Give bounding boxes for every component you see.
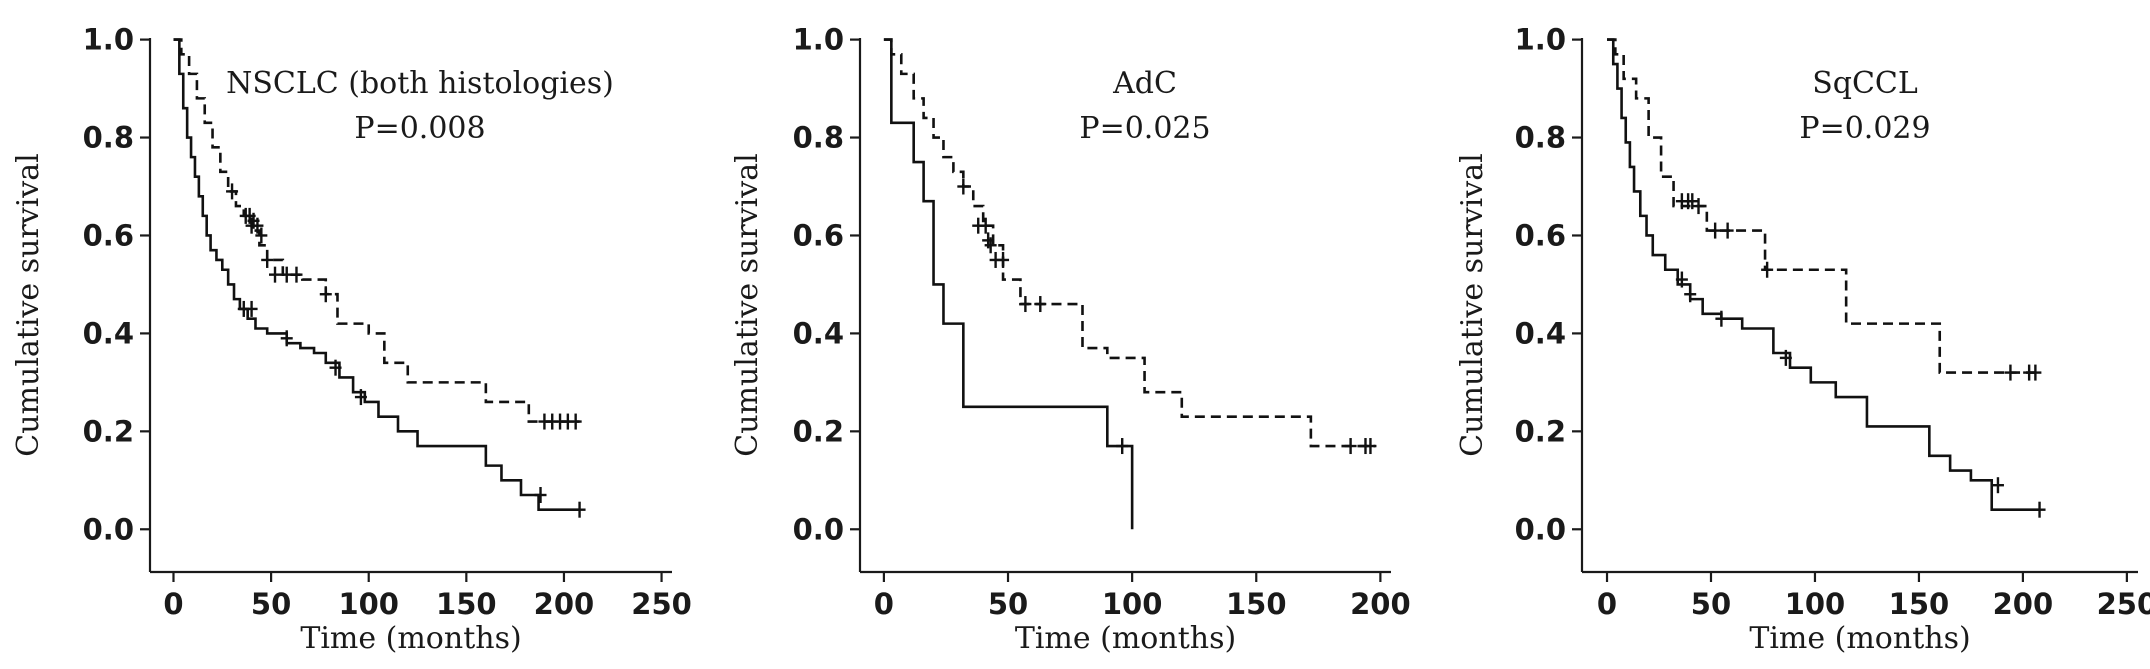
- y-tick-label: 0.0: [83, 512, 134, 546]
- y-tick-label: 0.2: [83, 414, 134, 448]
- survival-curve-solid: [883, 38, 1134, 530]
- y-tick-label: 0.4: [793, 316, 844, 350]
- p-value-label: P=0.025: [1079, 111, 1210, 146]
- y-axis-title: Cumulative survival: [11, 153, 46, 456]
- y-tick-label: 1.0: [1515, 23, 1566, 57]
- survival-curve-solid: [173, 38, 580, 511]
- survival-curve-dashed: [883, 38, 1376, 448]
- survival-curve-solid: [1607, 38, 2040, 511]
- panel-adc: 0.0 0.2 0.4 0.6 0.8 1.0 0 50 100 150 200 Time (mont…: [730, 23, 1411, 656]
- y-axis-title: Cumulative survival: [1455, 153, 1490, 456]
- subgroup-label: SqCCL: [1812, 66, 1918, 101]
- x-tick-label: 0: [1597, 587, 1617, 621]
- y-tick-label: 0.8: [793, 121, 844, 155]
- x-tick-label: 100: [338, 587, 399, 621]
- x-axis-title: Time (months): [1749, 621, 1970, 656]
- y-tick-label: 0.0: [1515, 512, 1566, 546]
- y-tick-label: 1.0: [83, 23, 134, 57]
- panel-nsclc: 0.0 0.2 0.4 0.6 0.8 1.0 0 50 100 150 200 250 Time (m…: [11, 23, 692, 656]
- x-tick-label: 50: [1691, 587, 1731, 621]
- x-tick-label: 250: [2097, 587, 2150, 621]
- p-value-label: P=0.029: [1799, 111, 1930, 146]
- y-tick-label: 0.8: [83, 121, 134, 155]
- subgroup-label: AdC: [1112, 66, 1177, 101]
- y-tick-label: 0.6: [1515, 218, 1566, 252]
- x-tick-label: 0: [163, 587, 183, 621]
- x-tick-label: 50: [988, 587, 1028, 621]
- x-tick-label: 150: [1226, 587, 1287, 621]
- p-value-label: P=0.008: [354, 111, 485, 146]
- x-tick-label: 200: [1993, 587, 2054, 621]
- x-tick-label: 100: [1102, 587, 1163, 621]
- x-tick-label: 100: [1785, 587, 1846, 621]
- y-tick-label: 0.2: [1515, 414, 1566, 448]
- subgroup-label: NSCLC (both histologies): [226, 66, 614, 101]
- y-tick-label: 0.2: [793, 414, 844, 448]
- y-tick-label: 0.4: [83, 316, 134, 350]
- x-tick-label: 250: [631, 587, 692, 621]
- x-tick-label: 50: [251, 587, 291, 621]
- x-tick-label: 200: [534, 587, 595, 621]
- x-tick-label: 200: [1350, 587, 1411, 621]
- y-axis-title: Cumulative survival: [730, 153, 765, 456]
- x-axis-title: Time (months): [300, 621, 521, 656]
- x-axis-title: Time (months): [1015, 621, 1236, 656]
- x-tick-label: 150: [1889, 587, 1950, 621]
- survival-curve-dashed: [1607, 38, 2040, 374]
- y-tick-label: 0.8: [1515, 121, 1566, 155]
- y-tick-label: 0.0: [793, 512, 844, 546]
- y-tick-label: 0.6: [793, 218, 844, 252]
- y-tick-label: 0.4: [1515, 316, 1566, 350]
- survival-curve-dashed: [173, 38, 580, 423]
- panel-sqccl: 0.0 0.2 0.4 0.6 0.8 1.0 0 50 100 150 200 250 Time (m…: [1455, 23, 2150, 656]
- x-tick-label: 0: [874, 587, 894, 621]
- x-tick-label: 150: [436, 587, 497, 621]
- y-tick-label: 0.6: [83, 218, 134, 252]
- y-tick-label: 1.0: [793, 23, 844, 57]
